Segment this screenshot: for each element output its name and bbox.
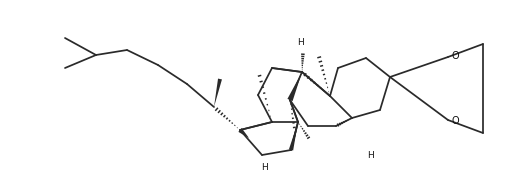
Polygon shape	[289, 122, 298, 150]
Text: O: O	[451, 116, 459, 126]
Polygon shape	[288, 72, 302, 101]
Polygon shape	[214, 79, 222, 107]
Polygon shape	[238, 128, 249, 138]
Text: H: H	[261, 163, 267, 173]
Text: H: H	[367, 150, 373, 160]
Text: O: O	[451, 51, 459, 61]
Text: H: H	[298, 38, 304, 47]
